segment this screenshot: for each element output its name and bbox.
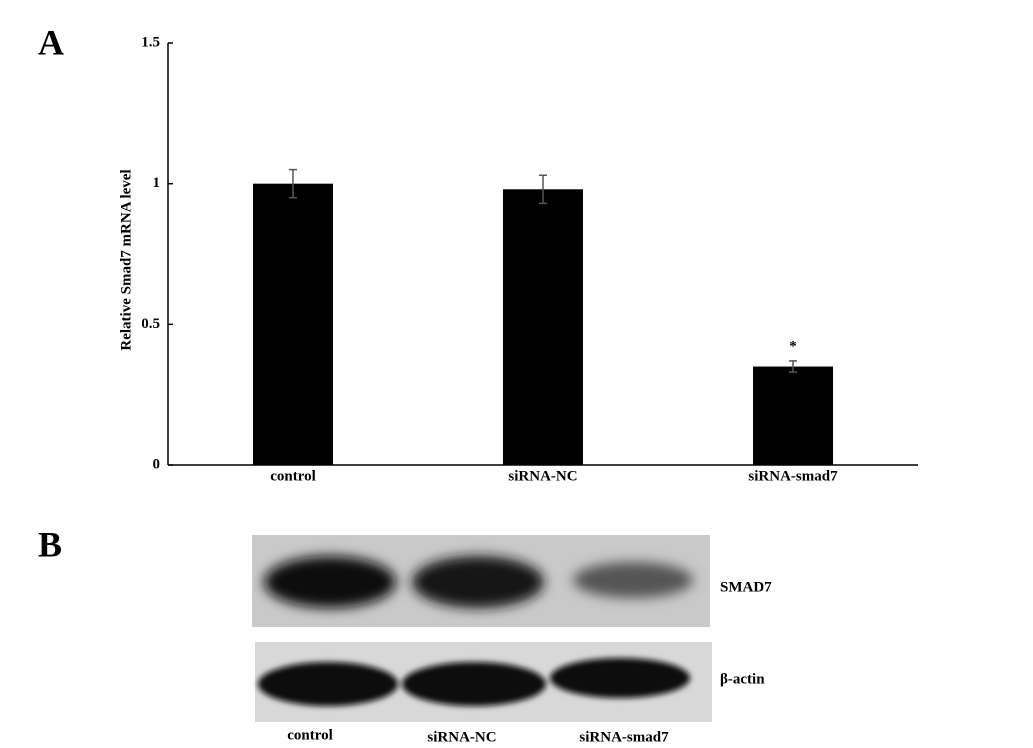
- bar: [753, 366, 833, 465]
- bar: [253, 183, 333, 465]
- y-tick-label: 1.5: [141, 34, 160, 50]
- lane-label: siRNA-smad7: [579, 729, 669, 745]
- panel-label: A: [38, 22, 64, 62]
- blot-image: [252, 535, 712, 722]
- blot-band: [264, 556, 396, 608]
- bar-chart: 0 0.5 1 1.5 control siRNA-NC siRNA-smad7 *: [141, 34, 918, 484]
- x-tick-label: siRNA-NC: [508, 468, 577, 484]
- lane-label: control: [287, 727, 333, 743]
- significance-marker: *: [789, 338, 797, 354]
- blot-band: [573, 562, 693, 598]
- panel-label: B: [38, 524, 62, 564]
- x-tick-label: control: [270, 468, 316, 484]
- y-tick-label: 1: [153, 175, 161, 191]
- blot-band: [258, 662, 398, 706]
- bar: [503, 189, 583, 465]
- band-label: SMAD7: [720, 579, 772, 595]
- blot-band: [402, 662, 546, 706]
- x-tick-label: siRNA-smad7: [748, 468, 838, 484]
- y-axis-label: Relative Smad7 mRNA level: [118, 169, 134, 350]
- band-label: β-actin: [720, 671, 765, 687]
- lane-label: siRNA-NC: [427, 729, 496, 745]
- blot-band: [550, 658, 690, 698]
- y-tick-label: 0.5: [141, 316, 160, 332]
- blot-band: [412, 556, 544, 608]
- y-tick-label: 0: [153, 456, 161, 472]
